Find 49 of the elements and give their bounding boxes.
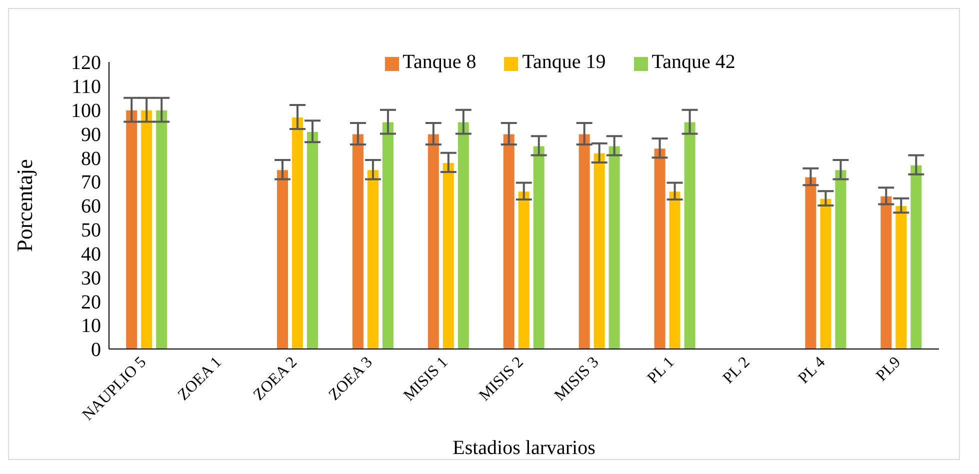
y-tick-label: 0 xyxy=(91,339,101,362)
y-tick-label: 70 xyxy=(81,172,101,194)
bar xyxy=(894,205,908,349)
bar xyxy=(366,169,380,349)
legend-label: Tanque 8 xyxy=(402,51,476,73)
bar xyxy=(592,152,606,349)
bar xyxy=(502,133,516,349)
bar xyxy=(683,121,696,349)
bar xyxy=(517,190,530,349)
bar xyxy=(653,148,666,349)
y-tick-label: 100 xyxy=(71,100,101,122)
y-tick-label: 110 xyxy=(72,76,101,98)
y-tick-label: 30 xyxy=(81,267,101,290)
bar xyxy=(426,133,440,349)
bar xyxy=(456,121,470,349)
y-tick-label: 60 xyxy=(81,196,101,218)
bar xyxy=(381,121,394,349)
bar xyxy=(608,145,621,349)
legend-label: Tanque 19 xyxy=(522,51,606,73)
bar xyxy=(819,198,832,349)
bar xyxy=(578,133,591,349)
bar xyxy=(668,190,682,349)
y-tick-label: 40 xyxy=(81,243,101,266)
y-tick-label: 10 xyxy=(81,315,101,338)
bar xyxy=(140,109,154,349)
bar xyxy=(276,169,290,349)
bar xyxy=(155,109,168,349)
bar xyxy=(910,164,923,349)
x-tick-label: PL9 xyxy=(873,354,904,385)
bar xyxy=(880,195,893,349)
y-tick-label: 90 xyxy=(81,124,101,146)
bar xyxy=(804,176,818,349)
y-tick-label: 80 xyxy=(81,148,101,170)
x-axis-title: Estadios larvarios xyxy=(452,437,596,459)
bar xyxy=(351,133,364,349)
bar xyxy=(125,109,138,349)
bar xyxy=(834,169,848,349)
legend-label: Tanque 42 xyxy=(652,51,736,73)
bar xyxy=(532,145,546,349)
y-tick-label: 20 xyxy=(81,291,101,314)
x-tick-label: PL 2 xyxy=(720,354,754,388)
bar xyxy=(291,116,304,349)
y-tick-label: 50 xyxy=(81,220,101,242)
x-tick-label: PL 4 xyxy=(795,354,829,388)
y-tick-label: 120 xyxy=(71,52,101,74)
x-tick-label: PL 1 xyxy=(644,354,678,388)
bar xyxy=(442,162,455,349)
bar xyxy=(306,130,320,349)
y-axis-title: Porcentaje xyxy=(12,159,37,252)
